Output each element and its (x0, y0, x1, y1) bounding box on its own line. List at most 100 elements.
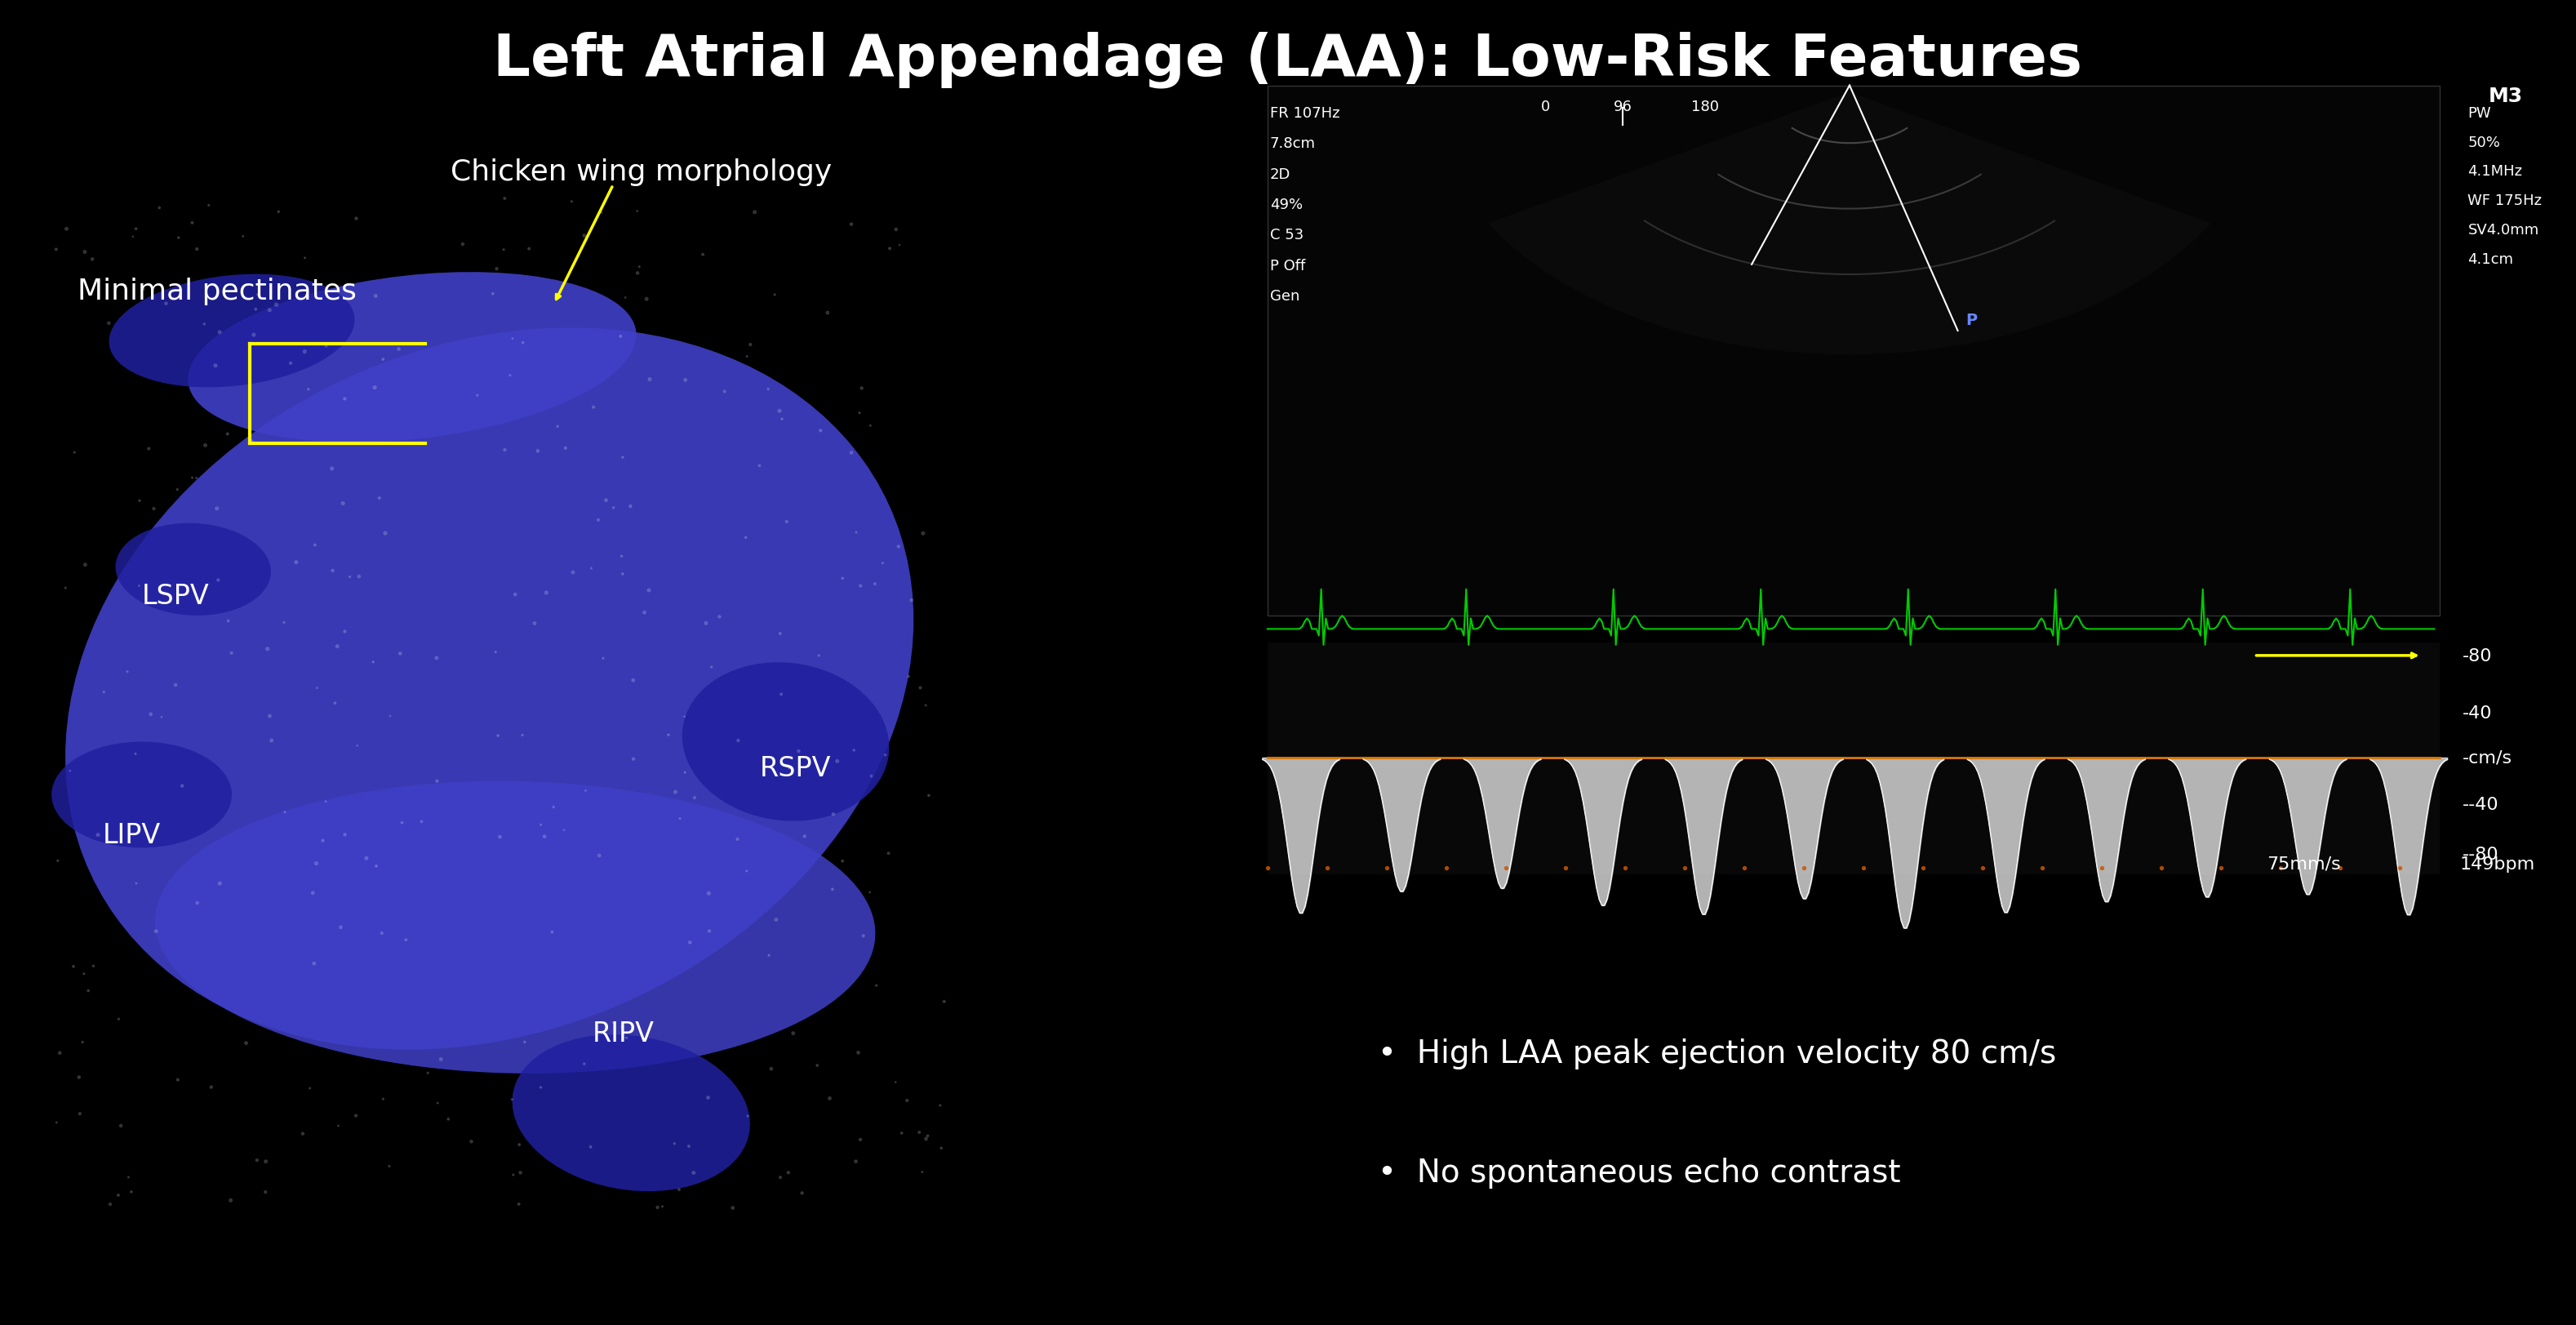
Point (211, 1190, 252, 1211)
Point (605, 1027, 647, 1048)
Point (489, 366, 531, 387)
Point (533, 796, 574, 818)
Point (492, 1089, 533, 1110)
Point (781, 1182, 822, 1203)
Point (878, 537, 920, 558)
Point (670, 931, 711, 953)
Point (1842, 857, 1883, 878)
Point (690, 657, 732, 678)
Point (322, 493, 363, 514)
Point (116, 219, 157, 240)
Point (358, 488, 399, 509)
Point (296, 853, 337, 874)
Point (925, 991, 966, 1012)
Point (88, 313, 129, 334)
Point (113, 227, 155, 248)
Text: 7.8cm: 7.8cm (1270, 136, 1316, 151)
Text: -cm/s: -cm/s (2463, 750, 2512, 766)
Point (526, 583, 567, 604)
Point (129, 439, 170, 460)
Point (739, 456, 781, 477)
Point (337, 566, 379, 587)
Point (67, 980, 108, 1002)
Ellipse shape (155, 782, 876, 1073)
Point (196, 355, 237, 376)
Point (1723, 857, 1765, 878)
Point (173, 468, 214, 489)
Point (868, 843, 909, 864)
Point (783, 825, 824, 847)
Point (250, 299, 291, 321)
Point (72, 955, 113, 977)
Point (613, 670, 654, 692)
Point (100, 1116, 142, 1137)
Point (665, 762, 706, 783)
Point (247, 639, 289, 660)
Point (157, 480, 198, 501)
Point (750, 945, 791, 966)
Point (544, 820, 585, 841)
Ellipse shape (52, 742, 232, 848)
Point (1425, 857, 1466, 878)
Point (750, 1059, 791, 1080)
Point (564, 780, 605, 802)
Text: PW: PW (2468, 106, 2491, 121)
Point (379, 339, 420, 360)
Point (799, 645, 840, 666)
Point (616, 264, 657, 285)
Point (899, 1122, 940, 1143)
Point (206, 424, 247, 445)
Point (2259, 857, 2300, 878)
Point (353, 378, 394, 399)
Point (294, 535, 335, 556)
Text: P Off: P Off (1270, 258, 1306, 273)
Point (198, 873, 240, 894)
Point (144, 293, 185, 314)
Point (659, 808, 701, 829)
Point (407, 1063, 448, 1084)
Point (131, 704, 173, 725)
Text: LSPV: LSPV (142, 583, 209, 610)
Point (402, 811, 443, 832)
Point (64, 555, 106, 576)
Point (479, 827, 520, 848)
Point (484, 240, 526, 261)
Point (59, 1104, 100, 1125)
Point (703, 382, 744, 403)
Point (855, 574, 896, 595)
Point (665, 370, 706, 391)
Point (505, 1032, 546, 1053)
Point (822, 851, 863, 872)
Point (729, 335, 770, 356)
Point (611, 496, 652, 517)
Point (618, 257, 659, 278)
Point (237, 285, 278, 306)
Point (796, 1055, 837, 1076)
Point (62, 1032, 103, 1053)
Point (592, 498, 634, 519)
Point (863, 553, 904, 574)
Text: •  No spontaneous echo contrast: • No spontaneous echo contrast (1378, 1157, 1901, 1189)
Point (603, 1016, 644, 1037)
Point (368, 1155, 410, 1177)
Point (672, 1162, 714, 1183)
Ellipse shape (188, 273, 636, 443)
Point (603, 448, 644, 469)
Point (500, 1134, 541, 1155)
Point (116, 873, 157, 894)
Point (283, 248, 325, 269)
Point (1365, 857, 1406, 878)
Point (106, 661, 147, 682)
Point (484, 440, 526, 461)
Point (683, 245, 724, 266)
Point (289, 379, 330, 400)
Point (312, 560, 353, 582)
Point (368, 706, 410, 727)
Point (118, 575, 160, 596)
Text: SV4.0mm: SV4.0mm (2468, 223, 2540, 237)
Point (64, 963, 106, 984)
Point (451, 1132, 492, 1153)
Point (355, 286, 397, 307)
Point (654, 1133, 696, 1154)
Point (36, 240, 77, 261)
